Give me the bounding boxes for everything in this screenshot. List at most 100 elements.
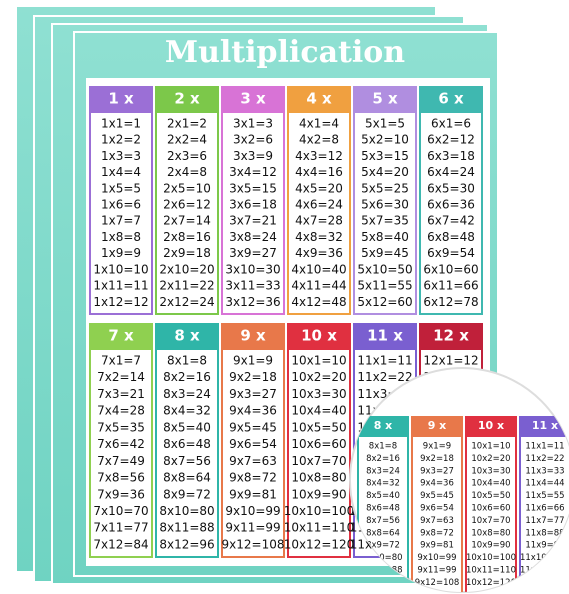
- table-row: 3x1=3: [233, 117, 273, 131]
- table-row: 10x9=90: [291, 487, 346, 501]
- table-row: 6x6=36: [427, 198, 475, 212]
- table-row: 1x7=7: [101, 214, 141, 228]
- table-header: [353, 323, 417, 349]
- table-row: 6x4=24: [427, 165, 475, 179]
- table-row: 6x2=12: [427, 133, 475, 147]
- magnified-row: 9x6=54: [420, 504, 454, 514]
- table-row: 5x8=40: [361, 230, 409, 244]
- table-row: 3x5=15: [229, 181, 277, 195]
- table-row: 1x5=5: [101, 181, 141, 195]
- table-row: 7x11=77: [93, 521, 148, 535]
- table-row: 5x7=35: [361, 214, 409, 228]
- magnified-row: 11x9=99: [525, 541, 564, 551]
- table-row: 10x6=60: [291, 437, 346, 451]
- table-row: 6x12=78: [423, 295, 478, 309]
- table-row: 2x6=12: [163, 198, 211, 212]
- tables: 1 x 1x1=1 1x2=2 1x3=3 1x4=4 1x5=5 1x6=6 1x7=7 1x…: [89, 86, 486, 558]
- table-row: 2x5=10: [163, 181, 211, 195]
- table-row: 3x11=33: [225, 279, 280, 293]
- table-row: 9x12=108: [222, 537, 285, 551]
- magnified-row: 10x7=70: [471, 516, 510, 526]
- magnified-row: 8x1=8: [369, 442, 397, 452]
- magnified-body: [411, 435, 463, 592]
- table-row: 8x3=24: [163, 387, 211, 401]
- magnified-body: [465, 435, 517, 592]
- magnified-row: 10x3=30: [471, 466, 510, 476]
- table-header: [287, 323, 351, 349]
- table-row: 5x11=55: [357, 279, 412, 293]
- magnified-row: 9x12=108: [415, 578, 460, 588]
- table-row: 5x4=20: [361, 165, 409, 179]
- table-header-text: 3 x: [240, 90, 266, 108]
- poster-title: Multiplication: [165, 35, 405, 70]
- magnified-row: 8x6=48: [366, 504, 400, 514]
- table-row: 9x10=99: [225, 504, 280, 518]
- table-row: 1x12=12: [93, 295, 148, 309]
- magnified-row: 11x3=33: [525, 466, 564, 476]
- table-row: 2x2=4: [167, 133, 207, 147]
- magnified-header: [465, 416, 517, 436]
- table-row: 4x12=48: [291, 295, 346, 309]
- magnified-row: 11x2=22: [525, 454, 564, 464]
- magnified-row: 9x2=18: [420, 454, 454, 464]
- magnified-row: 10x10=100: [466, 553, 516, 563]
- table-body: [155, 111, 219, 315]
- table-row: 1x1=1: [101, 117, 141, 131]
- magnified-row: 9x4=36: [420, 479, 454, 489]
- magnified-header-text: 11 x: [532, 419, 558, 432]
- table-row: 3x4=12: [229, 165, 277, 179]
- table-row: 7x7=49: [97, 454, 145, 468]
- table-row: 3x2=6: [233, 133, 273, 147]
- magnified-row: 8x2=16: [366, 454, 400, 464]
- table-row: 6x1=6: [431, 117, 471, 131]
- magnified-header-text: 8 x: [374, 419, 393, 432]
- table-row: 9x2=18: [229, 370, 277, 384]
- magnified-row: 11x10=110: [520, 553, 569, 563]
- table-row: 4x11=44: [291, 279, 346, 293]
- table-header: [89, 86, 153, 112]
- table-header-text: 12 x: [433, 327, 469, 345]
- table-row: 1x11=11: [93, 279, 148, 293]
- table-header: [353, 86, 417, 112]
- table-row: 9x7=63: [229, 454, 277, 468]
- table-row: 9x5=45: [229, 420, 277, 434]
- table-row: 2x10=20: [159, 262, 214, 276]
- table-row: 1x9=9: [101, 246, 141, 260]
- table-header: [155, 86, 219, 112]
- table-row: 10x8=80: [291, 471, 346, 485]
- table-row: 7x10=70: [93, 504, 148, 518]
- table-row: 10x1=10: [291, 354, 346, 368]
- table-row: 4x6=24: [295, 198, 343, 212]
- table-row: 6x9=54: [427, 246, 475, 260]
- table-row: 3x12=36: [225, 295, 280, 309]
- table-row: 9x1=9: [233, 354, 273, 368]
- table-row: 10x10=100: [284, 504, 355, 518]
- table-header-text: 2 x: [174, 90, 200, 108]
- table-row: 3x10=30: [225, 262, 280, 276]
- table-body: [287, 348, 351, 558]
- table-header: [221, 323, 285, 349]
- table-row: 10x12=120: [284, 537, 355, 551]
- table-body: [89, 348, 153, 558]
- table-header: [155, 323, 219, 349]
- magnified-row: 9x3=27: [420, 466, 454, 476]
- table-body: [353, 111, 417, 315]
- magnified-row: 10x1=10: [471, 442, 510, 452]
- table-row: 9x6=54: [229, 437, 277, 451]
- table-row: 5x6=30: [361, 198, 409, 212]
- table-body: [287, 111, 351, 315]
- magnified-header: [411, 416, 463, 436]
- table-header-text: 1 x: [108, 90, 134, 108]
- magnified-row: 10x11=110: [466, 566, 516, 576]
- table-row: 2x7=14: [163, 214, 211, 228]
- magnified-row: 10x9=90: [471, 541, 510, 551]
- table-row: 8x2=16: [163, 370, 211, 384]
- table-header: [287, 86, 351, 112]
- table-row: 11x2=22: [357, 370, 412, 384]
- table-header: [221, 86, 285, 112]
- magnified-row: 8x7=56: [366, 516, 400, 526]
- magnified-header-text: 9 x: [428, 419, 447, 432]
- magnified-row: 9x1=9: [423, 442, 451, 452]
- table-row: 9x4=36: [229, 404, 277, 418]
